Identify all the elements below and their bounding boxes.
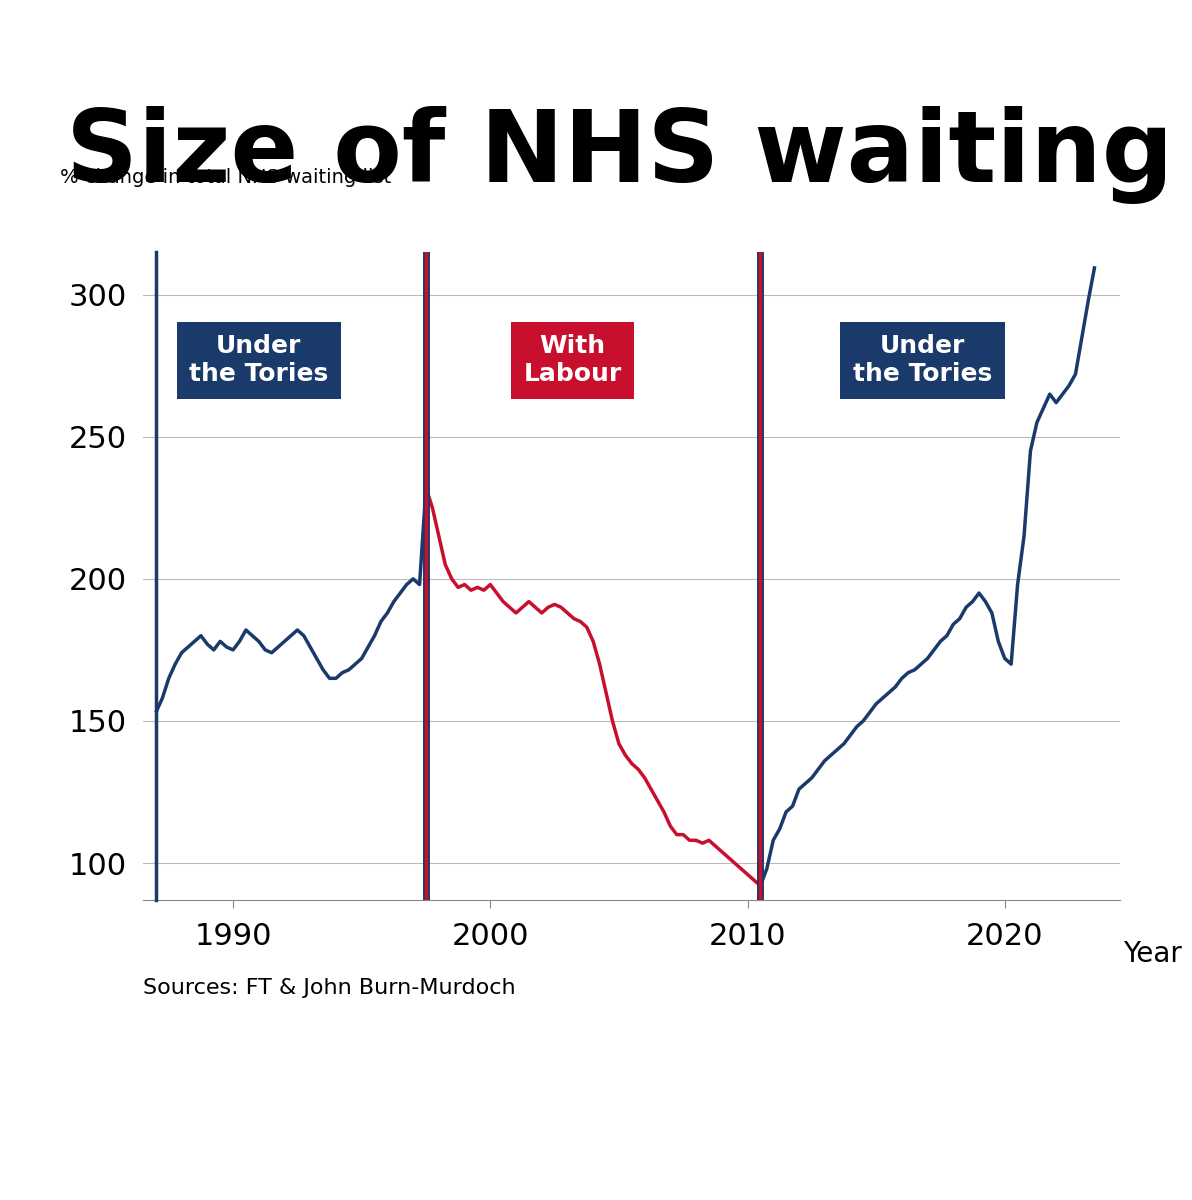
Text: With
Labour: With Labour <box>523 335 622 386</box>
Text: Under
the Tories: Under the Tories <box>852 335 992 386</box>
Text: Under
the Tories: Under the Tories <box>190 335 329 386</box>
Text: Year: Year <box>1123 940 1182 967</box>
Text: Size of NHS waiting list: Size of NHS waiting list <box>66 106 1192 204</box>
Text: Sources: FT & John Burn-Murdoch: Sources: FT & John Burn-Murdoch <box>143 978 516 998</box>
Text: % change in total NHS waiting list: % change in total NHS waiting list <box>60 168 391 187</box>
